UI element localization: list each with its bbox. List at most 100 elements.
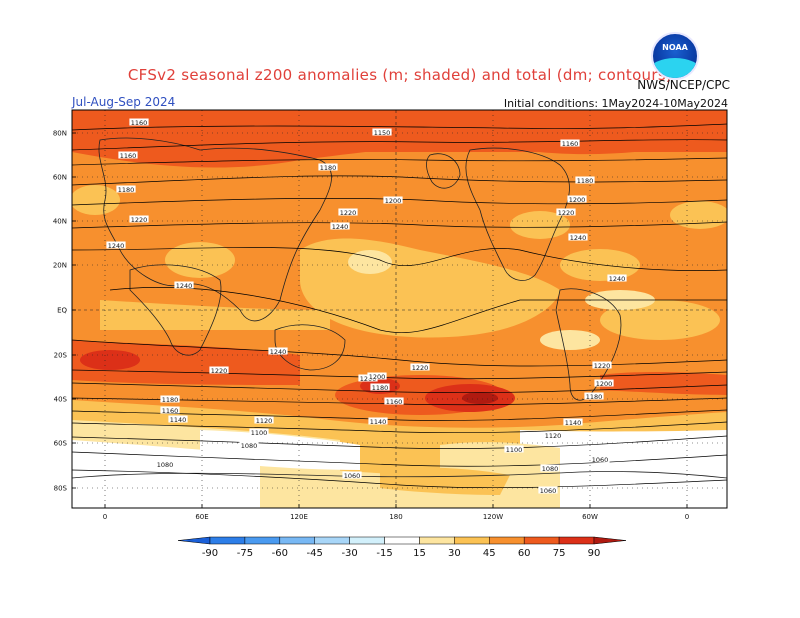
colorbar-tick-label: 30 xyxy=(448,548,461,559)
lon-label: 120W xyxy=(483,513,503,521)
logo-wave-icon xyxy=(653,58,697,78)
contour-label: 1240 xyxy=(176,282,193,290)
colorbar-box xyxy=(489,536,525,545)
colorbar-box xyxy=(384,536,420,545)
colorbar-box xyxy=(523,536,560,545)
season-label: Jul-Aug-Sep 2024 xyxy=(72,95,176,109)
contour-label: 1140 xyxy=(170,416,187,424)
lat-label: 80S xyxy=(54,485,68,493)
map-frame xyxy=(71,109,728,509)
lon-label: 0 xyxy=(685,513,689,521)
lat-label: EQ xyxy=(57,307,67,315)
colorbar-box xyxy=(279,536,315,545)
contour-label: 1140 xyxy=(370,418,387,426)
contour-label: 1060 xyxy=(592,456,609,464)
contour-label: 1180 xyxy=(577,177,594,185)
contour-label: 1180 xyxy=(162,396,179,404)
colorbar-box xyxy=(209,536,246,545)
contour-label: 1220 xyxy=(594,362,611,370)
lat-label: 80N xyxy=(53,130,67,138)
contour-label: 1180 xyxy=(118,186,135,194)
initial-conditions-label: Initial conditions: 1May2024-10May2024 xyxy=(503,97,728,110)
colorbar-box xyxy=(454,536,490,545)
colorbar-tick-label: -75 xyxy=(237,548,253,559)
contour-label: 1220 xyxy=(340,209,357,217)
lat-label: 60S xyxy=(54,440,68,448)
colorbar-box xyxy=(419,536,455,545)
contour-label: 1240 xyxy=(570,234,587,242)
colorbar-tick-label: 90 xyxy=(588,548,601,559)
colorbar-right-arrow xyxy=(593,536,627,545)
contour-label: 1160 xyxy=(131,119,148,127)
colorbar-tick-label: 60 xyxy=(518,548,531,559)
contour-label: 1240 xyxy=(108,242,125,250)
eurasia-coast xyxy=(98,137,332,322)
contour-label: 1240 xyxy=(270,348,287,356)
contour-label: 1120 xyxy=(256,417,273,425)
colorbar-box xyxy=(314,536,350,545)
grid-lines xyxy=(72,110,727,508)
africa-coast xyxy=(129,264,222,356)
contour-labels: 1160 1150 1160 1160 1180 1180 1180 1200 1200 1200… xyxy=(106,118,627,495)
colorbar: -90 -75 -60 -45 -30 -15 15 30 45 60 75 90 xyxy=(177,536,627,559)
contour-label: 1220 xyxy=(558,209,575,217)
chart-title: CFSv2 seasonal z200 anomalies (m; shaded… xyxy=(127,66,673,84)
contour-label: 1200 xyxy=(596,380,613,388)
latitude-labels: 80N 60N 40N 20N EQ 20S 40S 60S 80S xyxy=(53,130,76,493)
lat-label: 60N xyxy=(53,174,67,182)
contour-label: 1220 xyxy=(131,216,148,224)
lat-label: 40N xyxy=(53,218,67,226)
colorbar-tick-label: 45 xyxy=(483,548,496,559)
colorbar-tick-label: -45 xyxy=(307,548,323,559)
colorbar-box xyxy=(244,536,281,545)
agency-label: NWS/NCEP/CPC xyxy=(637,78,730,92)
colorbar-tick-label: -60 xyxy=(272,548,288,559)
lon-label: 0 xyxy=(103,513,107,521)
contour-label: 1160 xyxy=(162,407,179,415)
contour-label: 1080 xyxy=(542,465,559,473)
lon-label: 60E xyxy=(195,513,208,521)
colorbar-left-arrow xyxy=(177,536,211,545)
contour-label: 1060 xyxy=(540,487,557,495)
coastlines xyxy=(72,137,727,479)
colorbar-tick-label: 15 xyxy=(413,548,426,559)
lat-label: 20S xyxy=(54,352,68,360)
contour-label: 1180 xyxy=(586,393,603,401)
contour-label: 1150 xyxy=(374,129,391,137)
colorbar-tick-label: -90 xyxy=(202,548,218,559)
contour-label: 1200 xyxy=(569,196,586,204)
colorbar-tick-label: -30 xyxy=(341,548,357,559)
contour-label: 1160 xyxy=(386,398,403,406)
contour-label: 1220 xyxy=(211,367,228,375)
noaa-logo: NOAA xyxy=(651,32,699,80)
north-america-coast xyxy=(465,147,570,281)
antarctica-coast xyxy=(72,471,727,479)
contour-label: 1140 xyxy=(565,419,582,427)
contour-label: 1100 xyxy=(251,429,268,437)
colorbar-tick-label: -15 xyxy=(376,548,392,559)
logo-text: NOAA xyxy=(662,43,688,52)
lon-label: 60W xyxy=(582,513,598,521)
contour-label: 1180 xyxy=(320,164,337,172)
lon-label: 120E xyxy=(290,513,308,521)
contour-label: 1160 xyxy=(562,140,579,148)
australia-coast xyxy=(274,324,346,371)
colorbar-tick-label: 75 xyxy=(553,548,566,559)
colorbar-box xyxy=(558,536,595,545)
greenland-coast xyxy=(426,153,461,189)
contour-label: 1200 xyxy=(369,373,386,381)
contour-label: 1240 xyxy=(332,223,349,231)
contour-label: 1100 xyxy=(506,446,523,454)
contour-label: 1240 xyxy=(609,275,626,283)
contour-label: 1220 xyxy=(412,364,429,372)
lat-label: 40S xyxy=(54,396,68,404)
contour-label: 1120 xyxy=(545,432,562,440)
contour-label: 1080 xyxy=(241,442,258,450)
contour-label: 1180 xyxy=(372,384,389,392)
contour-label: 1060 xyxy=(344,472,361,480)
contour-label: 1080 xyxy=(157,461,174,469)
lat-label: 20N xyxy=(53,262,67,270)
lon-label: 180 xyxy=(389,513,402,521)
contour-label: 1160 xyxy=(120,152,137,160)
